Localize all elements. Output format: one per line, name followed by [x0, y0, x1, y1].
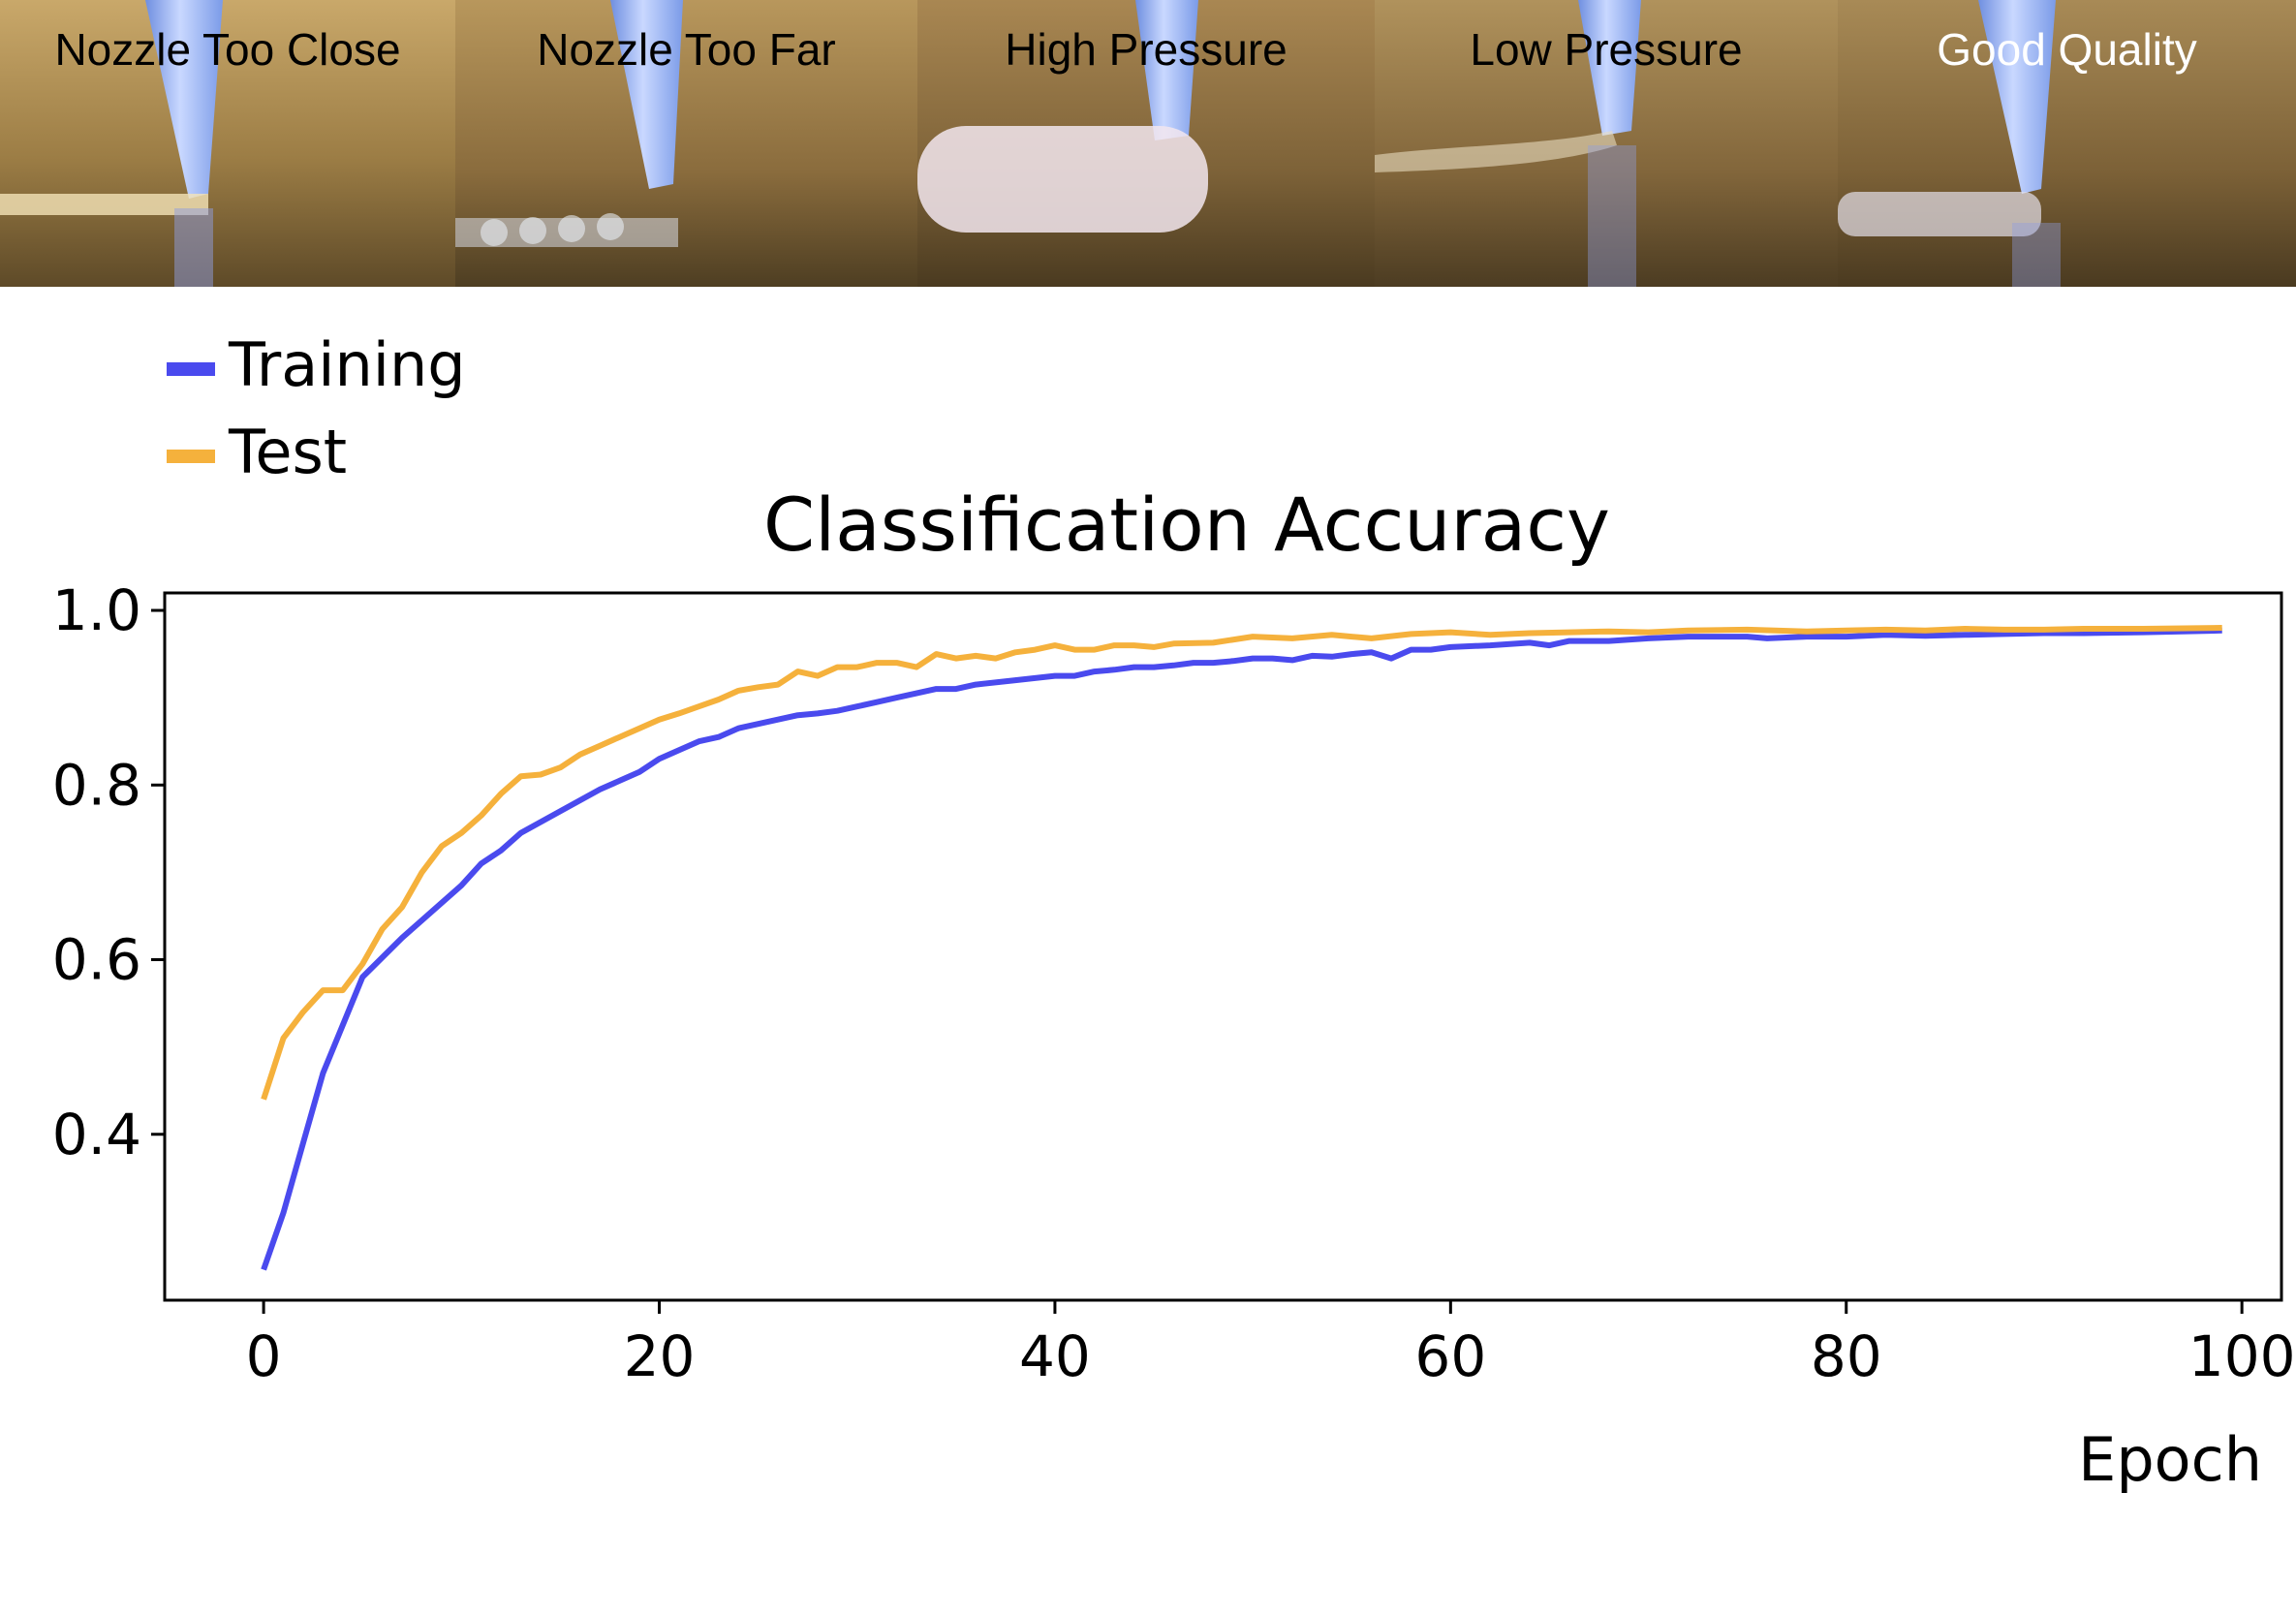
x-tick-label: 100 [2188, 1323, 2296, 1389]
accuracy-chart: Training Test Classification Accuracy 0 2… [52, 329, 2296, 1495]
legend-swatch-test [167, 450, 215, 463]
x-axis: 0 20 40 60 80 100 [246, 1300, 2296, 1389]
legend-swatch-training [167, 362, 215, 376]
series-layer [261, 625, 2222, 1271]
y-tick-label: 0.6 [52, 927, 141, 993]
x-axis-label: Epoch [2078, 1424, 2262, 1495]
photo-panel-nozzle-too-far: Nozzle Too Far [455, 0, 917, 287]
x-tick-label: 20 [624, 1323, 696, 1389]
photo-good-quality [1838, 0, 2296, 287]
photo-high-pressure [917, 0, 1375, 287]
photo-panel-low-pressure: Low Pressure [1375, 0, 1838, 287]
legend-label-test: Test [228, 417, 347, 487]
x-tick-label: 40 [1019, 1323, 1091, 1389]
y-tick-label: 0.4 [52, 1102, 141, 1167]
panel-label: Nozzle Too Close [54, 24, 401, 75]
photo-low-pressure [1375, 0, 1838, 287]
x-tick-label: 0 [246, 1323, 282, 1389]
y-tick-label: 1.0 [52, 577, 141, 643]
series-line-training [261, 627, 2222, 1271]
plot-frame [163, 591, 2283, 1302]
x-tick-label: 80 [1811, 1323, 1882, 1389]
y-tick-label: 0.8 [52, 752, 141, 818]
panel-label: Good Quality [1937, 24, 2197, 75]
y-axis: 0.4 0.6 0.8 1.0 [52, 577, 165, 1167]
series-line-test [261, 625, 2222, 1101]
photo-nozzle-too-far [455, 0, 917, 287]
panel-label: Nozzle Too Far [537, 24, 836, 75]
photo-strip: Nozzle Too Close Nozzle Too Far [0, 0, 2296, 287]
photo-nozzle-too-close [0, 0, 455, 287]
panel-label: High Pressure [1005, 24, 1288, 75]
legend-label-training: Training [228, 329, 466, 400]
legend: Training Test [167, 329, 466, 487]
photo-panel-high-pressure: High Pressure [917, 0, 1375, 287]
photo-panel-nozzle-too-close: Nozzle Too Close [0, 0, 455, 287]
x-tick-label: 60 [1414, 1323, 1486, 1389]
photo-panel-good-quality: Good Quality [1838, 0, 2296, 287]
chart-title: Classification Accuracy [763, 482, 1610, 568]
panel-label: Low Pressure [1470, 24, 1743, 75]
